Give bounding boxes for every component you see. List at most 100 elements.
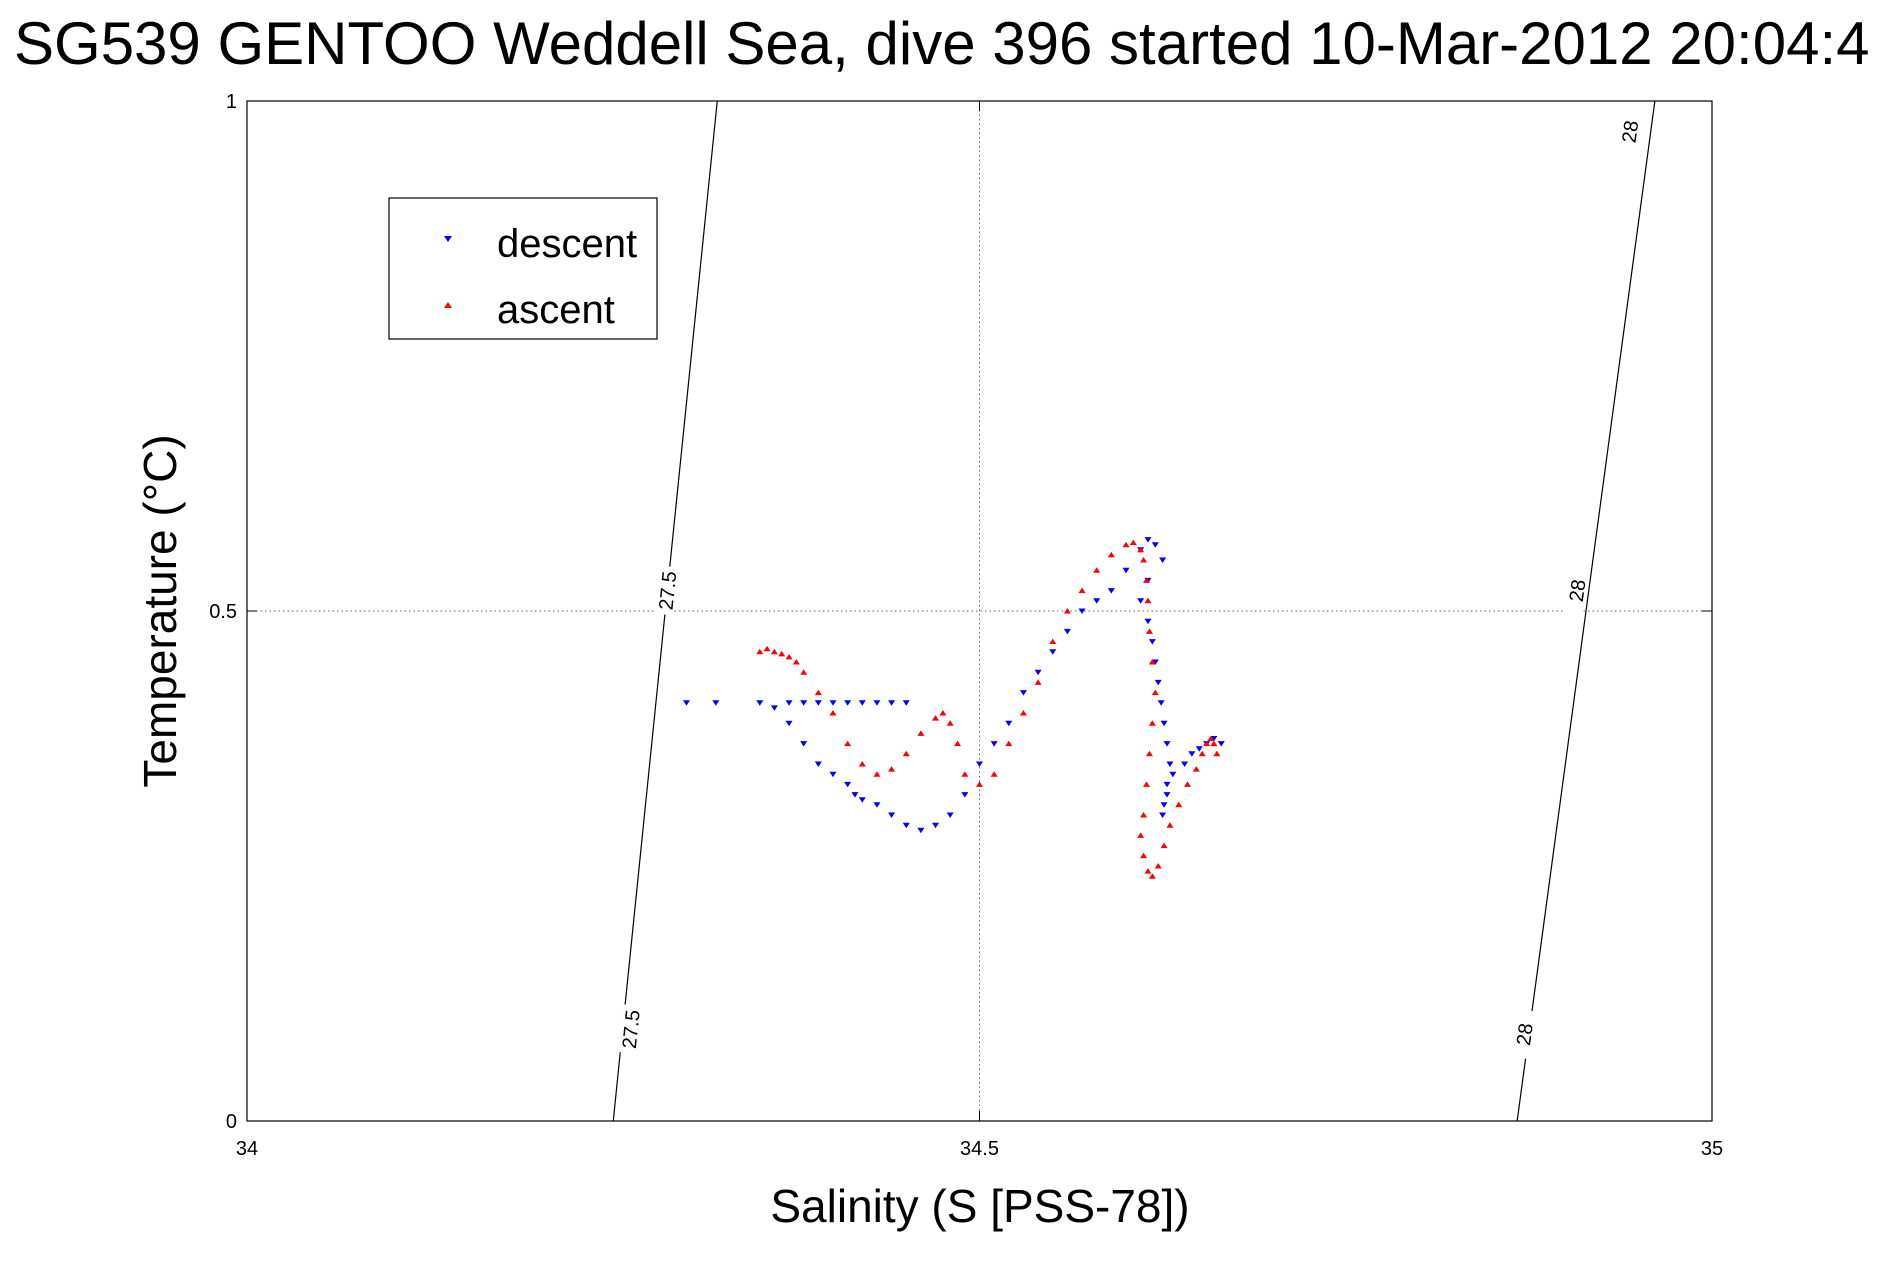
ascent-point <box>1160 842 1168 849</box>
descent-point <box>946 812 954 818</box>
descent-point <box>1159 812 1167 818</box>
descent-point <box>844 781 852 788</box>
ascent-point <box>1143 781 1151 787</box>
legend: descent ascent <box>388 197 658 340</box>
ascent-point <box>873 771 881 777</box>
descent-point <box>1137 598 1145 604</box>
descent-point <box>1019 690 1027 696</box>
descent-point <box>1154 679 1162 686</box>
descent-point <box>1163 741 1171 747</box>
ascent-point <box>976 781 983 787</box>
ascent-point <box>917 730 925 736</box>
ascent-point <box>858 761 866 767</box>
descent-point <box>829 700 837 706</box>
ascent-point <box>939 710 947 716</box>
descent-point <box>1063 628 1071 635</box>
ascent-point <box>785 653 793 660</box>
ascent-point <box>1078 587 1086 594</box>
ascent-point <box>1148 873 1156 879</box>
descent-point <box>961 792 969 798</box>
descent-point <box>1157 700 1165 706</box>
descent-point <box>1093 598 1101 604</box>
descent-point <box>1049 649 1057 655</box>
x-tick-label: 34.5 <box>960 1138 999 1160</box>
descent-point <box>1163 792 1171 798</box>
legend-box <box>388 197 658 340</box>
y-tick-label: 1 <box>226 91 237 113</box>
descent-point <box>785 700 793 706</box>
descent-point <box>1160 720 1168 727</box>
density-contour-label: 28 <box>1513 1022 1538 1047</box>
ascent-point <box>954 740 962 747</box>
ascent-point <box>1122 541 1130 548</box>
descent-point <box>902 700 910 706</box>
ascent-point <box>1145 750 1153 757</box>
ascent-point <box>1129 539 1137 546</box>
density-contour-line <box>1516 100 1656 1122</box>
ascent-point <box>990 771 998 777</box>
descent-point <box>902 822 910 829</box>
ascent-point <box>1034 679 1042 685</box>
descent-point <box>976 761 983 767</box>
legend-marker-descent <box>444 236 452 242</box>
ascent-point <box>1063 608 1071 614</box>
contour-label-bg <box>1565 565 1590 616</box>
legend-label-descent: descent <box>497 222 637 266</box>
descent-point <box>1151 542 1159 548</box>
descent-point <box>1169 771 1177 778</box>
y-axis-label: Temperature (°C) <box>134 434 186 787</box>
descent-point <box>712 700 720 706</box>
descent-point <box>770 705 778 711</box>
descent-point <box>990 741 998 747</box>
ascent-point <box>770 648 778 655</box>
ascent-point <box>1151 689 1159 696</box>
density-contour-label: 28 <box>1566 578 1591 603</box>
descent-point <box>1005 720 1013 727</box>
descent-point <box>814 761 822 767</box>
x-tick-label: 34 <box>236 1138 258 1160</box>
descent-point <box>844 700 852 706</box>
ascent-point <box>1144 597 1152 604</box>
data-points <box>683 537 1225 879</box>
descent-point <box>1144 537 1152 543</box>
ascent-point <box>778 650 786 657</box>
descent-point <box>800 741 808 747</box>
ascent-point <box>844 740 852 747</box>
chart-title: SG539 GENTOO Weddell Sea, dive 396 start… <box>14 10 1870 77</box>
descent-point <box>1078 608 1086 614</box>
descent-point <box>785 720 793 727</box>
ascent-point <box>1005 740 1013 747</box>
ascent-point <box>814 689 822 696</box>
density-contour-label: 27.5 <box>619 1009 645 1050</box>
descent-point <box>1144 618 1152 625</box>
descent-point <box>851 792 859 798</box>
contour-label-bg <box>1512 1009 1537 1060</box>
descent-point <box>858 700 866 706</box>
ascent-point <box>1140 557 1148 563</box>
ascent-point <box>800 669 808 675</box>
legend-marker-ascent <box>444 302 452 308</box>
ascent-point <box>1140 852 1148 859</box>
ascent-point <box>1175 801 1183 808</box>
y-tick-label: 0.5 <box>209 601 237 623</box>
descent-point <box>800 700 808 706</box>
ascent-point <box>1207 735 1215 741</box>
ascent-point <box>792 659 800 665</box>
descent-point <box>756 700 764 706</box>
ascent-point <box>1145 628 1153 634</box>
descent-point <box>814 700 822 706</box>
descent-point <box>1163 781 1171 788</box>
ascent-point <box>1148 659 1156 665</box>
ascent-point <box>888 766 896 772</box>
x-tick-label: 35 <box>1701 1138 1723 1160</box>
density-contours: 27.5 27.5 28 28 28 <box>612 100 1656 1122</box>
ascent-point <box>1137 832 1145 838</box>
descent-point <box>1159 557 1167 563</box>
ascent-point <box>1184 781 1192 787</box>
descent-point <box>888 812 896 818</box>
ascent-point <box>1137 546 1145 553</box>
ascent-point <box>1107 551 1115 558</box>
descent-point <box>1195 746 1203 752</box>
ascent-point <box>961 771 969 777</box>
